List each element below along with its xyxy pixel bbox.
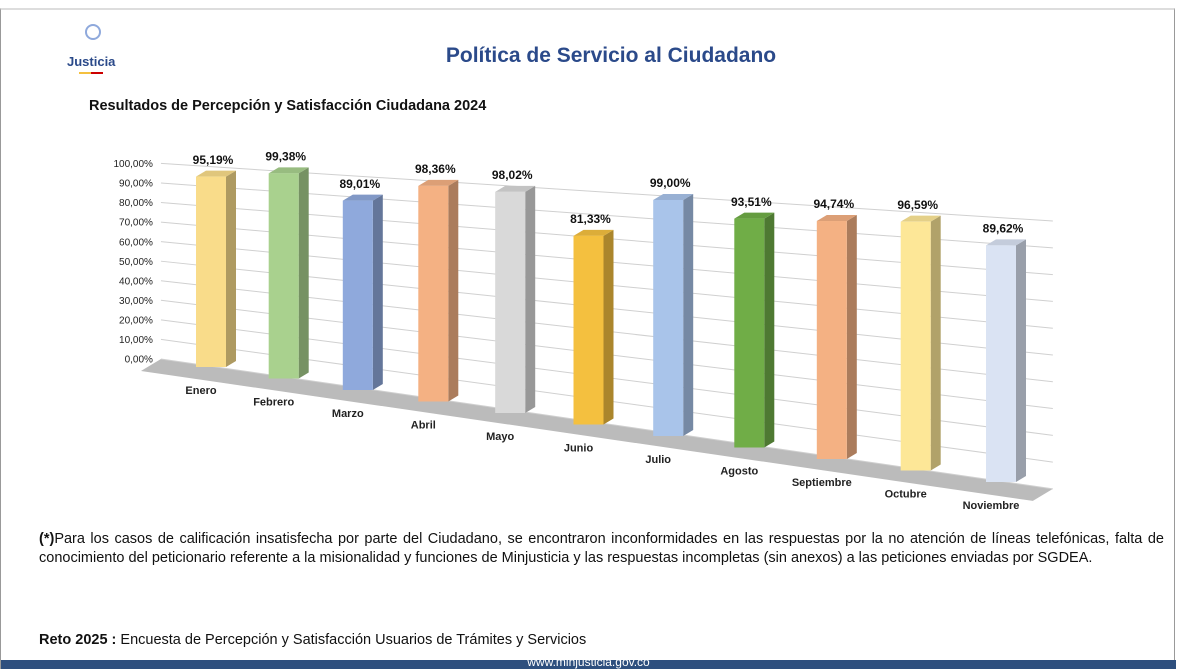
bar: [342, 200, 373, 390]
x-tick-label: Agosto: [720, 465, 758, 477]
bar-side: [683, 193, 694, 436]
value-label: 95,19%: [193, 153, 234, 167]
x-tick-label: Febrero: [253, 396, 294, 408]
reto-label: Reto 2025 :: [39, 632, 117, 648]
note-marker: (*): [39, 531, 55, 547]
bar: [268, 173, 299, 379]
bar-top: [268, 167, 309, 174]
y-tick-label: 80,00%: [119, 198, 153, 209]
logo-bar: [79, 72, 103, 74]
reto-text: Encuesta de Percepción y Satisfacción Us…: [120, 632, 587, 648]
y-tick-label: 0,00%: [125, 355, 153, 366]
bar-side: [764, 212, 775, 448]
value-label: 99,00%: [650, 176, 691, 190]
bar: [573, 235, 604, 425]
y-tick-label: 40,00%: [119, 276, 153, 287]
value-label: 94,74%: [813, 197, 854, 211]
x-tick-label: Noviembre: [963, 500, 1020, 512]
bar-top: [196, 170, 236, 177]
chart: Resultados de Percepción y Satisfacción …: [85, 24, 1053, 512]
value-label: 93,51%: [731, 195, 772, 209]
y-tick-label: 50,00%: [119, 257, 153, 268]
x-tick-label: Marzo: [332, 408, 364, 420]
value-label: 96,59%: [897, 198, 938, 212]
y-tick-label: 100,00%: [113, 159, 153, 170]
x-tick-label: Septiembre: [792, 477, 852, 489]
x-tick-label: Abril: [411, 419, 436, 431]
y-tick-label: 90,00%: [119, 179, 153, 190]
bar-top: [653, 193, 694, 200]
bar: [816, 221, 847, 459]
x-tick-label: Mayo: [486, 431, 514, 443]
floor: [140, 358, 1053, 501]
logo: Justicia: [67, 54, 116, 69]
bar-top: [986, 239, 1026, 246]
bar-top: [734, 212, 775, 219]
bar: [196, 176, 226, 367]
logo-icon: [85, 24, 101, 40]
x-tick-label: Octubre: [885, 488, 927, 500]
reto: Reto 2025 : Encuesta de Percepción y Sat…: [39, 632, 586, 648]
y-tick-label: 10,00%: [119, 335, 153, 346]
value-label: 89,01%: [339, 177, 380, 191]
bar: [418, 185, 449, 402]
value-label: 98,02%: [492, 168, 533, 182]
bar: [495, 191, 526, 413]
bar-side: [846, 215, 857, 459]
bar-top: [816, 215, 857, 222]
y-tick-label: 20,00%: [119, 315, 153, 326]
value-label: 89,62%: [983, 222, 1024, 236]
bar: [900, 221, 931, 471]
bar: [986, 245, 1016, 482]
bar-side: [372, 194, 383, 390]
y-tick-label: 30,00%: [119, 296, 153, 307]
note-text: Para los casos de calificación insatisfe…: [39, 531, 1164, 566]
bar-side: [226, 170, 236, 367]
chart-title: Resultados de Percepción y Satisfacción …: [89, 98, 486, 114]
bar: [653, 199, 684, 436]
bar-side: [1016, 239, 1026, 482]
value-label: 81,33%: [570, 212, 611, 226]
x-tick-label: Julio: [645, 454, 671, 466]
bar-side: [930, 215, 941, 471]
bar: [734, 218, 765, 448]
x-tick-label: Enero: [185, 385, 216, 397]
bar-top: [342, 194, 383, 201]
bar-top: [495, 185, 536, 192]
bar-top: [900, 215, 941, 222]
note: (*)Para los casos de calificación insati…: [39, 530, 1164, 568]
value-label: 99,38%: [265, 150, 306, 164]
grid-line: [160, 162, 1053, 222]
bar-top: [573, 229, 614, 236]
bar-top: [418, 179, 459, 186]
bar-side: [298, 167, 309, 379]
bar-side: [448, 179, 459, 402]
bar-side: [525, 185, 536, 413]
y-tick-label: 70,00%: [119, 218, 153, 229]
x-tick-label: Junio: [564, 442, 594, 454]
page-title: Política de Servicio al Ciudadano: [445, 44, 777, 67]
bar-side: [603, 229, 614, 425]
value-label: 98,36%: [415, 162, 456, 176]
footer: www.minjusticia.gov.co: [1, 660, 1176, 669]
y-tick-label: 60,00%: [119, 237, 153, 248]
slide: Resultados de Percepción y Satisfacción …: [0, 8, 1176, 669]
